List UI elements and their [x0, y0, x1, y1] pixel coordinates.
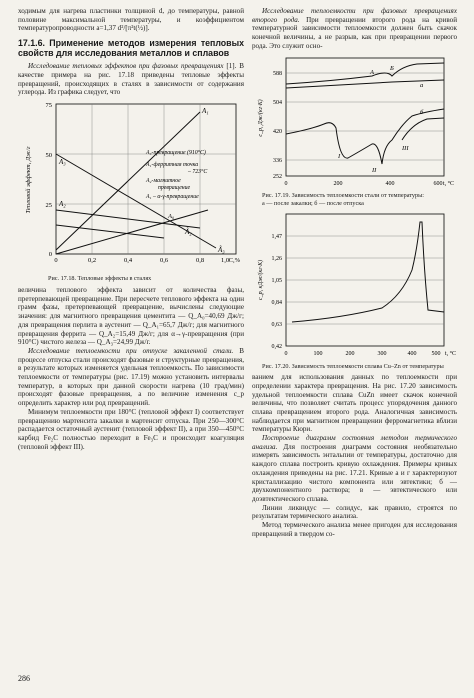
y-tick: 504	[273, 100, 282, 106]
x-tick: 500	[432, 351, 441, 357]
figure-caption: Рис. 17.18. Тепловые эффекты в сталях	[48, 274, 152, 282]
y-tick: 420	[273, 129, 282, 135]
annotation: A₀	[167, 213, 174, 220]
y-axis-label: c_p, кДж/(кг·К)	[257, 260, 264, 300]
x-tick: 0	[285, 181, 288, 187]
paragraph-body: В процессе отпуска стали происходят фазо…	[18, 346, 244, 408]
annotation: A₂-магнитное	[145, 178, 181, 184]
y-tick: 0,63	[272, 322, 283, 328]
x-tick: 100	[314, 351, 323, 357]
figure-17-19: 588 504 420 336 252 0 200 400 600 t, °C …	[252, 54, 457, 208]
paragraph-lead-italic: Исследование теплоемкости при отпуске за…	[28, 346, 234, 355]
curve-label: II	[371, 167, 377, 174]
x-tick: 0	[285, 351, 288, 357]
curve-label: A₂	[58, 200, 66, 208]
y-tick: 75	[46, 102, 53, 109]
figure-caption: Рис. 17.19. Зависимость теплоемкости ста…	[262, 192, 424, 200]
x-tick: 0,4	[124, 257, 133, 264]
y-tick: 252	[273, 174, 282, 180]
y-axis-label: Тепловой эффект, Дж/г	[25, 146, 32, 213]
y-tick: 1,47	[272, 234, 283, 240]
annotation: превращение	[158, 185, 191, 191]
intro-paragraph: ходимым для нагрева пластинки толщиной d…	[18, 7, 244, 33]
paragraph-liquidus: Линии ликвидус — солидус, как правило, с…	[252, 503, 457, 521]
paragraph-tempering: Исследование теплоемкости при отпуске за…	[18, 347, 244, 408]
paragraph-heat-values: величина теплового эффекта зависит от ко…	[18, 286, 244, 347]
figure-17-19-chart: 588 504 420 336 252 0 200 400 600 t, °C …	[257, 57, 454, 187]
curve-label: а	[420, 82, 423, 89]
figure-17-18-chart: 75 50 25 0 0 0,2 0,4 0,6 0,8 1,0 C,% Теп…	[25, 102, 241, 264]
curve-label: Ã₃	[217, 246, 225, 254]
curve-label: Ã₂	[184, 228, 192, 236]
x-tick: 400	[386, 181, 395, 187]
y-tick: 1,26	[272, 256, 283, 262]
annotation: A₁-ферритная точка	[145, 161, 198, 168]
curve-label: A₁	[201, 107, 209, 115]
x-axis-label: t, °C	[443, 180, 454, 187]
figure-caption-legend: а — после закалки; б — после отпуска	[262, 199, 364, 207]
curve-label: A	[369, 69, 374, 76]
annotation: A₃-превращение (910°С)	[145, 149, 206, 156]
paragraph-body: [1]. В качестве примера на рис. 17.18 пр…	[18, 62, 244, 97]
paragraph-minimum: Минимум теплоемкости при 180°С (тепловой…	[18, 407, 244, 451]
y-tick: 588	[273, 71, 282, 77]
paragraph-body: Для построения диаграмм состояния необяз…	[252, 442, 457, 503]
section-heading: 17.1.6. Применение методов измерения теп…	[18, 38, 244, 59]
curve-label: Б	[389, 65, 394, 72]
x-tick: 200	[346, 351, 355, 357]
y-axis-label: c_p, Дж/(кг·К)	[257, 99, 264, 136]
annotation: – 723°С	[187, 168, 207, 175]
x-tick: 0	[54, 257, 57, 264]
x-axis-label: C,%	[229, 257, 241, 264]
x-tick: 200	[334, 181, 343, 187]
figure-17-20: 1,47 1,26 1,05 0,84 0,63 0,42 0 100 200 …	[252, 210, 457, 370]
curve-label: A₃	[58, 158, 66, 166]
x-tick: 0,2	[88, 257, 96, 264]
y-tick: 0,84	[272, 300, 283, 306]
y-tick: 1,05	[272, 278, 283, 284]
figure-17-20-chart: 1,47 1,26 1,05 0,84 0,63 0,42 0 100 200 …	[257, 213, 456, 357]
paragraph-lead-italic: Исследование тепловых эффектов при фазов…	[28, 62, 224, 71]
curve-label: б	[420, 109, 424, 116]
paragraph-thermal-analysis: Построение диаграмм состояния методом те…	[252, 434, 457, 504]
annotation: A₁ – α-γ-превращение	[145, 194, 199, 200]
paragraph-method: Метод термического анализа менее пригоде…	[252, 521, 457, 538]
y-tick: 25	[46, 202, 53, 209]
figure-17-18: 75 50 25 0 0 0,2 0,4 0,6 0,8 1,0 C,% Теп…	[18, 100, 244, 282]
x-tick: 400	[408, 351, 417, 357]
x-tick: 0,6	[160, 257, 169, 264]
page-number: 286	[18, 674, 30, 683]
paragraph-second-order: Исследование теплоемкости при фазовых пр…	[252, 7, 457, 51]
curve-label: I	[337, 153, 341, 160]
paragraph-lead-italic: Исследование теплоемкости при фазовых пр…	[252, 7, 457, 24]
y-tick: 0	[49, 251, 52, 258]
y-tick: 50	[46, 152, 53, 159]
curve-label: III	[401, 145, 409, 152]
paragraph-lead-italic: Построение диаграмм состояния методом те…	[252, 434, 457, 451]
x-tick: 300	[378, 351, 387, 357]
x-tick: 0,8	[196, 257, 204, 264]
paragraph-cuzn: ванием для использования данных по тепло…	[252, 373, 457, 434]
right-column: Исследование теплоемкости при фазовых пр…	[252, 7, 457, 539]
x-tick: 600	[434, 181, 443, 187]
x-axis-label: t, °C	[445, 350, 456, 357]
paragraph-body: При превращении второго рода на кривой т…	[252, 15, 457, 50]
y-tick: 336	[273, 158, 282, 164]
left-column: ходимым для нагрева пластинки толщиной d…	[18, 7, 244, 451]
x-tick: 1,0	[221, 257, 229, 264]
y-tick: 0,42	[272, 344, 283, 350]
figure-caption: Рис. 17.20. Зависимость теплоемкости спл…	[262, 362, 444, 370]
paragraph-phase-effects: Исследование тепловых эффектов при фазов…	[18, 62, 244, 97]
